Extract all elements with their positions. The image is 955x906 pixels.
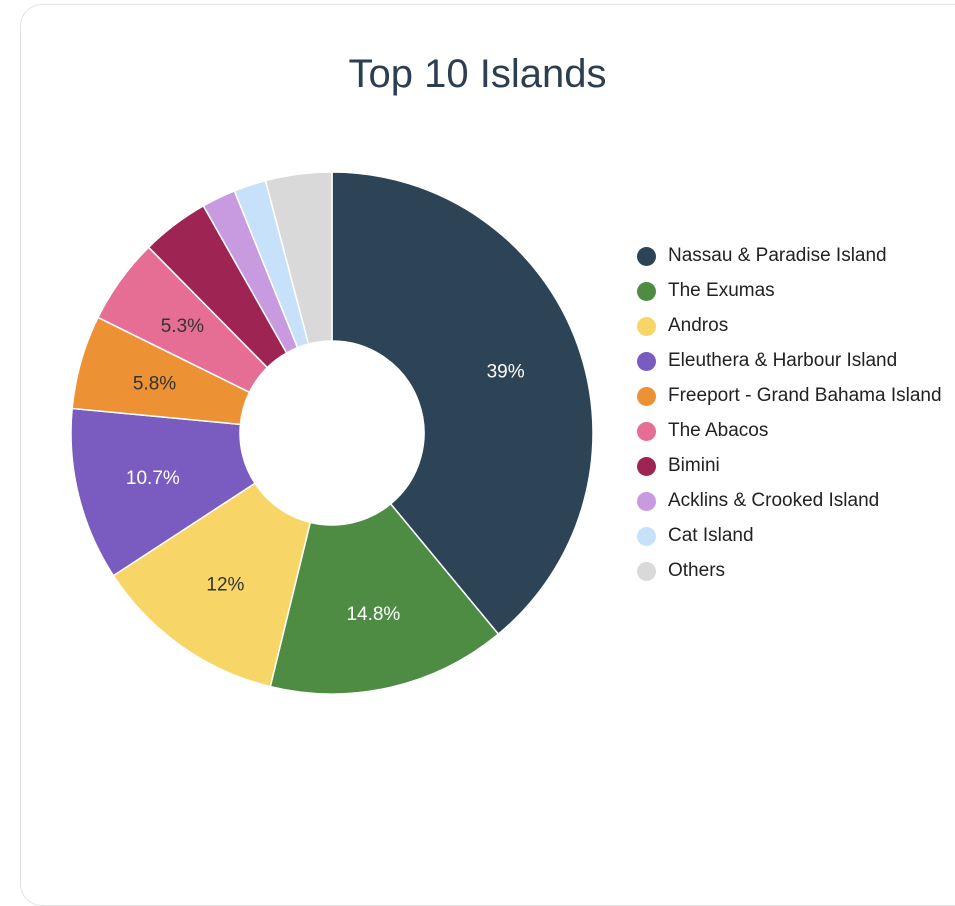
slice-data-label: 5.8%: [133, 374, 176, 395]
legend-item: Eleuthera & Harbour Island: [637, 349, 947, 372]
slice-data-label: 39%: [487, 362, 525, 383]
pie-slice: [112, 482, 312, 688]
legend-item: Others: [637, 559, 947, 582]
legend-swatch: [637, 562, 656, 581]
legend-swatch: [637, 492, 656, 511]
legend-swatch: [637, 247, 656, 266]
legend-swatch: [637, 352, 656, 371]
legend-item: Cat Island: [637, 524, 947, 547]
slice-data-label: 14.8%: [346, 604, 400, 625]
pie-slice: [70, 407, 256, 577]
legend-swatch: [637, 527, 656, 546]
legend-label: The Abacos: [668, 420, 769, 441]
legend-swatch: [637, 387, 656, 406]
legend-item: Bimini: [637, 454, 947, 477]
chart-legend: Nassau & Paradise Island The Exumas Andros…: [637, 244, 947, 594]
legend-item: Freeport - Grand Bahama Island: [637, 384, 947, 407]
legend-label: Nassau & Paradise Island: [668, 245, 887, 266]
donut-chart: 39% 14.8% 12% 10.7% 5.8% 5.3%: [70, 171, 594, 695]
legend-label: Eleuthera & Harbour Island: [668, 350, 898, 371]
slice-data-label: 5.3%: [161, 316, 204, 337]
legend-label: Acklins & Crooked Island: [668, 490, 880, 511]
legend-item: Andros: [637, 314, 947, 337]
legend-swatch: [637, 457, 656, 476]
pie-slice: [264, 171, 333, 345]
legend-label: Cat Island: [668, 525, 754, 546]
legend-item: The Exumas: [637, 279, 947, 302]
pie-slice: [269, 502, 500, 695]
legend-item: The Abacos: [637, 419, 947, 442]
slice-data-label: 10.7%: [126, 468, 180, 489]
legend-swatch: [637, 317, 656, 336]
legend-swatch: [637, 282, 656, 301]
legend-item: Acklins & Crooked Island: [637, 489, 947, 512]
slice-data-label: 12%: [206, 575, 244, 596]
legend-label: Andros: [668, 315, 729, 336]
pie-slice: [331, 171, 594, 636]
legend-item: Nassau & Paradise Island: [637, 244, 947, 267]
legend-label: Freeport - Grand Bahama Island: [668, 385, 942, 406]
legend-label: Others: [668, 560, 726, 581]
legend-label: The Exumas: [668, 280, 775, 301]
legend-label: Bimini: [668, 455, 720, 476]
legend-swatch: [637, 422, 656, 441]
chart-title: Top 10 Islands: [348, 52, 607, 96]
